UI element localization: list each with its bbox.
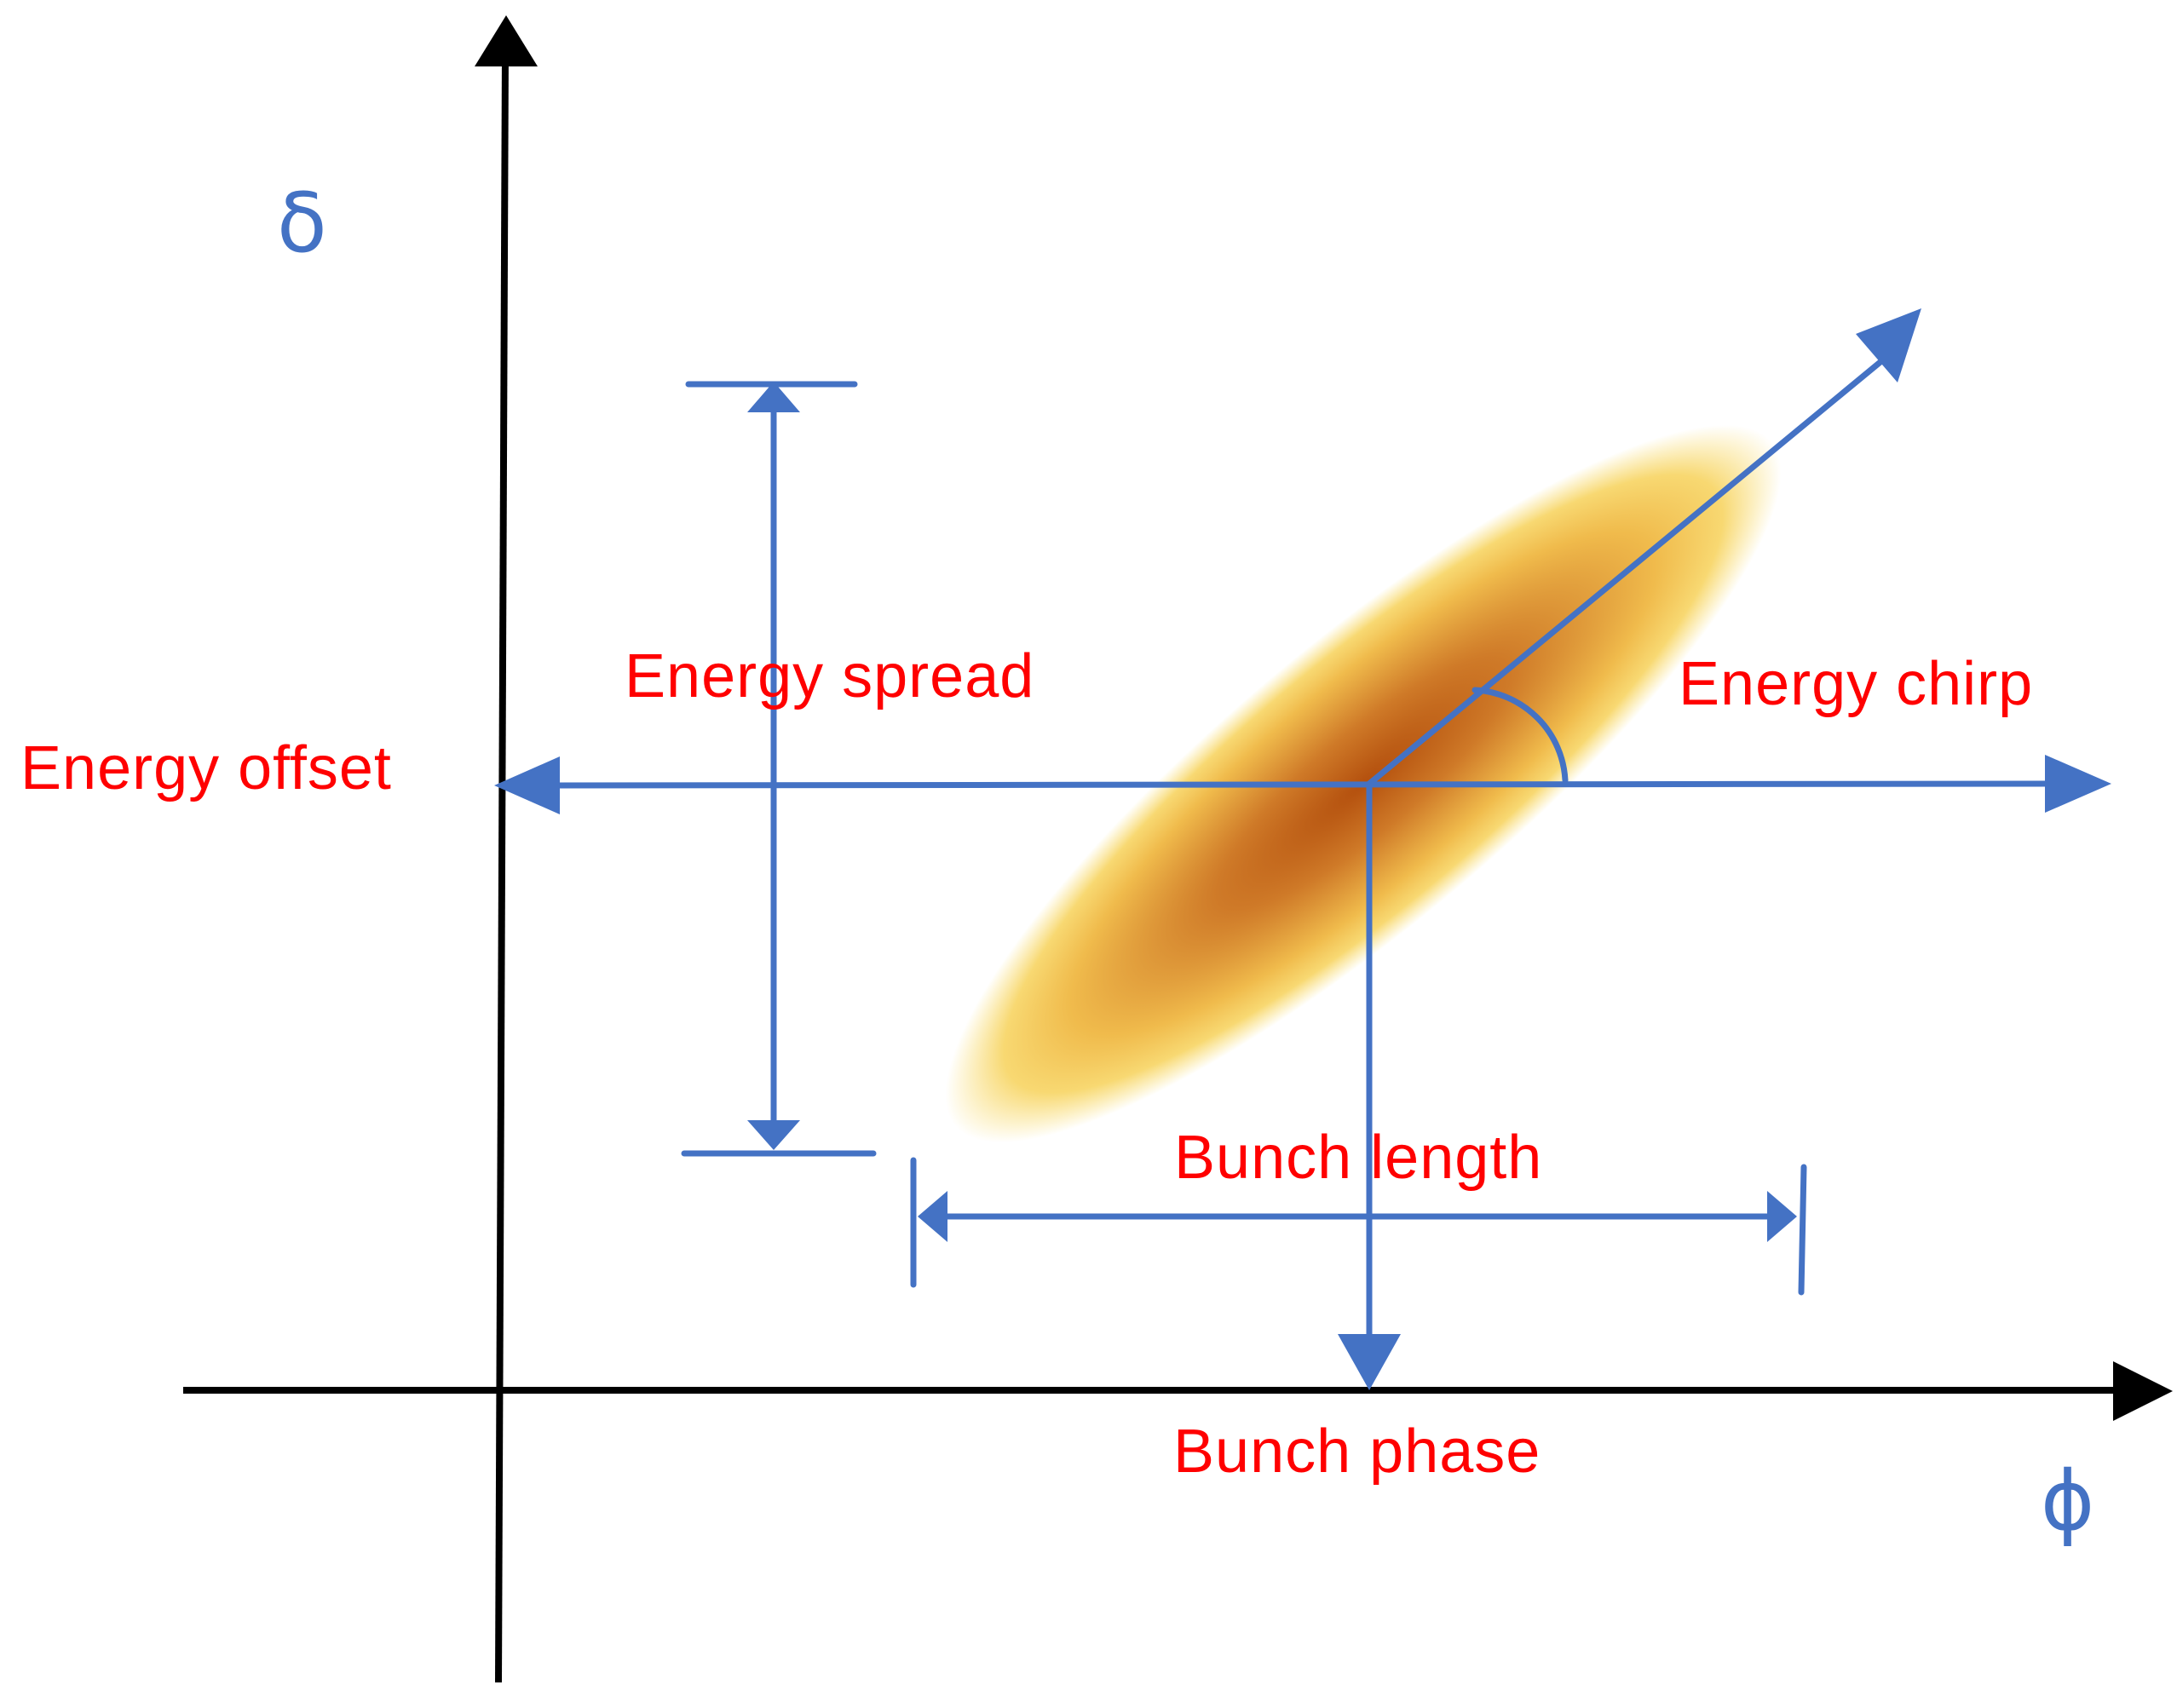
horizontal-right-arrowhead (2045, 755, 2111, 813)
energy-spread-up-arrowhead (747, 382, 800, 412)
energy-chirp-line (1366, 346, 1899, 787)
bunch-length-right-cap (1798, 1164, 1807, 1296)
energy-spread-down-arrowhead (747, 1120, 800, 1150)
y-axis-arrowhead (475, 15, 538, 66)
bunch-phase-arrowhead (1338, 1334, 1401, 1390)
bunch-phase-label: Bunch phase (1173, 1418, 1541, 1486)
energy-chirp-arrowhead (1856, 308, 1921, 382)
annotation-arrowheads (494, 308, 2111, 1390)
bunch-length-left-arrowhead (918, 1191, 947, 1242)
y-axis-symbol: δ (277, 175, 327, 271)
energy-spread-label: Energy spread (625, 642, 1034, 710)
bunch-length-right-arrowhead (1767, 1191, 1797, 1242)
coordinate-axes (183, 15, 2173, 1683)
annotation-lines (550, 346, 2057, 1349)
bunch-length-label: Bunch length (1174, 1124, 1542, 1192)
x-axis-symbol: ϕ (2041, 1453, 2094, 1549)
energy-offset-arrowhead (494, 756, 560, 814)
x-axis-arrowhead (2113, 1361, 2173, 1421)
energy-offset-line (550, 780, 2057, 789)
energy-offset-label: Energy offset (20, 734, 392, 802)
energy-chirp-label: Energy chirp (1679, 650, 2033, 718)
chirp-angle-arc (1471, 687, 1569, 784)
y-axis-line (495, 52, 509, 1683)
